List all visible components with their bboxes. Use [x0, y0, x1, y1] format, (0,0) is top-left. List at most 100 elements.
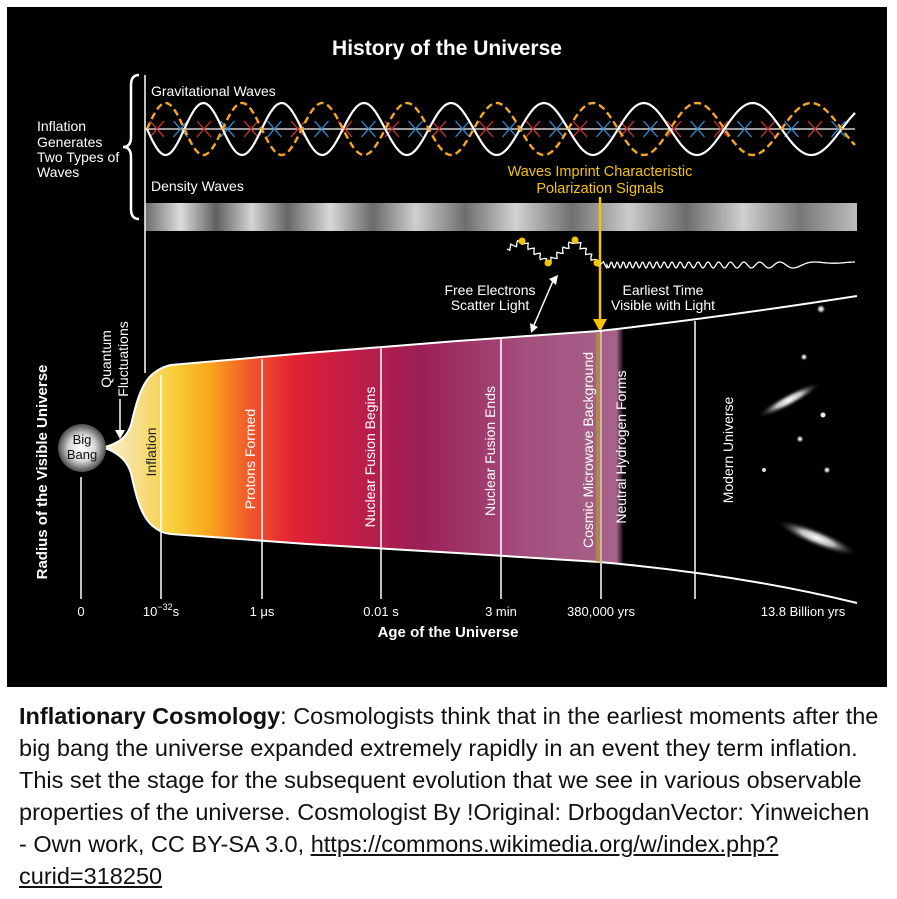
polarization-cross-stroke: [807, 120, 823, 138]
polarization-cross-stroke: [760, 120, 776, 138]
tick-label: 13.8 Billion yrs: [761, 604, 846, 619]
star-dot: [820, 412, 826, 418]
imprint-label-line: Polarization Signals: [536, 181, 663, 197]
photon-squiggle: [506, 238, 855, 270]
polarization-cross-stroke: [478, 120, 494, 138]
gravitational-wave-gold: [145, 101, 856, 157]
polarization-cross-stroke: [596, 120, 611, 138]
free-electron-dot: [518, 237, 526, 245]
quantum-fluctuations-label: Quantum Fluctuations: [98, 321, 131, 396]
y-axis-label: Radius of the Visible Universe: [34, 365, 51, 580]
polarization-cross-stroke: [666, 120, 682, 138]
free-electrons-label: Free Electrons Scatter Light: [444, 282, 535, 313]
star-dot: [800, 353, 808, 361]
time-ticks: 0 10−32s 1 μs 0.01 s 3 min 380,000 yrs 1…: [77, 602, 845, 619]
polarization-cross-stroke: [149, 120, 165, 138]
epoch-label-neutral-hydrogen: Neutral Hydrogen Forms: [613, 370, 629, 523]
star-dot: [823, 466, 831, 474]
tick-label: 0: [77, 604, 84, 619]
polarization-cross-stroke: [690, 120, 705, 138]
tick-label: 0.01 s: [363, 604, 399, 619]
modern-universe-galaxies: [757, 304, 858, 557]
tick-label: 3 min: [485, 604, 517, 619]
free-electrons-line: Free Electrons: [444, 282, 535, 298]
polarization-cross-stroke: [361, 120, 376, 138]
tick-unit: s: [173, 604, 180, 619]
universe-outline-top: [104, 295, 858, 448]
imprint-arrowhead: [593, 319, 607, 332]
free-electrons-arrowhead-bottom: [530, 323, 538, 333]
epoch-labels: Inflation Protons Formed Nuclear Fusion …: [143, 352, 736, 548]
density-waves-band: [145, 203, 857, 231]
earliest-time-line: Visible with Light: [611, 297, 715, 313]
density-waves-label: Density Waves: [151, 178, 244, 194]
free-electron-dot: [593, 259, 601, 267]
inflation-note-line: Generates: [37, 134, 102, 150]
gravitational-wave-white: [145, 101, 856, 157]
inflation-note-line: Waves: [37, 164, 79, 180]
imprint-label-line: Waves Imprint Characteristic: [508, 164, 693, 180]
free-electron-dot: [571, 236, 579, 244]
epoch-label-fusion-begins: Nuclear Fusion Begins: [362, 387, 378, 528]
inflation-note-line: Two Types of: [37, 149, 119, 165]
history-of-universe-diagram: History of the Universe Inflation Genera…: [7, 7, 887, 687]
universe-outline-bottom: [104, 447, 858, 604]
polarization-cross-stroke: [643, 120, 658, 138]
big-bang-line: Big: [73, 432, 92, 447]
epoch-label-modern-universe: Modern Universe: [720, 396, 736, 503]
caption-text: : Cosmologists think that in the earlies…: [19, 703, 879, 857]
spiral-galaxy: [757, 382, 821, 418]
tick-label: 1 μs: [250, 604, 275, 619]
polarization-cross-stroke: [290, 120, 306, 138]
big-bang-label: Big Bang: [67, 432, 97, 462]
polarization-cross-stroke: [267, 120, 282, 138]
quantum-line: Fluctuations: [115, 321, 131, 396]
spiral-galaxy: [776, 519, 858, 557]
star-dot: [796, 435, 804, 443]
polarization-cross-stroke: [220, 120, 235, 138]
tick-exponent: −32: [157, 602, 172, 612]
imprint-label: Waves Imprint Characteristic Polarizatio…: [508, 164, 693, 197]
polarization-cross-stroke: [196, 120, 212, 138]
polarization-cross-stroke: [572, 120, 588, 138]
polarization-cross-stroke: [455, 120, 470, 138]
earliest-time-label: Earliest Time Visible with Light: [611, 282, 715, 313]
quantum-line: Quantum: [98, 330, 114, 388]
polarization-cross-stroke: [713, 120, 729, 138]
epoch-label-protons: Protons Formed: [242, 409, 258, 509]
caption: Inflationary Cosmology: Cosmologists thi…: [19, 700, 879, 892]
free-electrons-line: Scatter Light: [451, 297, 530, 313]
free-electron-dot: [544, 259, 552, 267]
polarization-cross-stroke: [243, 120, 259, 138]
caption-title: Inflationary Cosmology: [19, 703, 281, 729]
polarization-cross-stroke: [314, 120, 329, 138]
tick-label: 10−32s: [143, 602, 180, 619]
free-electrons-arrow: [533, 280, 554, 326]
inflation-note: Inflation Generates Two Types of Waves: [37, 118, 119, 180]
big-bang-glow: [58, 424, 106, 472]
free-electrons-arrowhead-top: [549, 275, 558, 285]
epoch-label-inflation: Inflation: [143, 427, 159, 476]
universe-expansion-shape: [105, 296, 857, 603]
caption-link[interactable]: https://commons.wikimedia.org/w/index.ph…: [19, 831, 779, 889]
polarization-cross-stroke: [408, 120, 423, 138]
polarization-cross-stroke: [549, 120, 564, 138]
x-axis-label: Age of the Universe: [378, 624, 519, 641]
polarization-cross-stroke: [831, 120, 846, 138]
tick-base: 10: [143, 604, 157, 619]
polarization-cross-stroke: [173, 120, 188, 138]
polarization-cross-stroke: [431, 120, 447, 138]
earliest-time-line: Earliest Time: [623, 282, 704, 298]
polarization-cross-stroke: [525, 120, 541, 138]
epoch-label-cmb: Cosmic Microwave Background: [580, 352, 596, 548]
inflation-note-line: Inflation: [37, 118, 86, 134]
polarization-cross-stroke: [737, 120, 752, 138]
quantum-arrowhead: [115, 430, 125, 439]
star-dot: [762, 468, 766, 472]
tick-label: 380,000 yrs: [567, 604, 635, 619]
cmb-band: [596, 333, 602, 563]
star-dot: [816, 304, 826, 314]
diagram-title: History of the Universe: [332, 37, 562, 60]
inflation-brace: [122, 73, 140, 221]
polarization-cross-stroke: [784, 120, 799, 138]
